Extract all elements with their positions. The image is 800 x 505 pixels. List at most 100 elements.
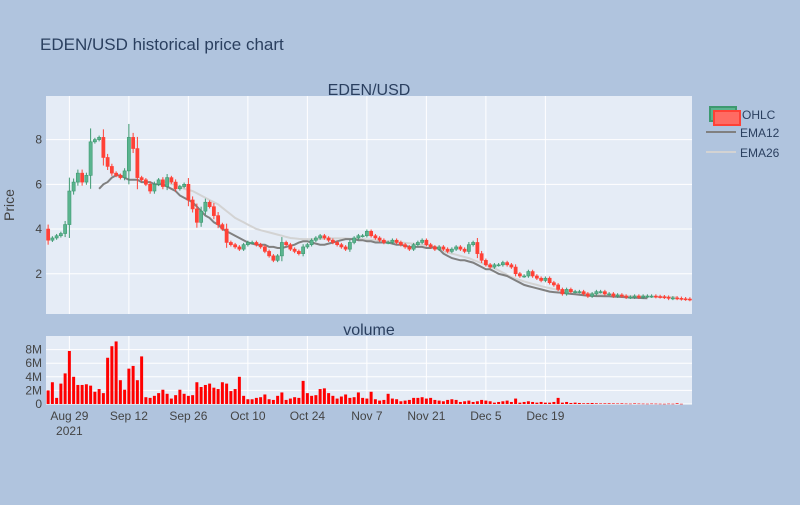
candle: [539, 276, 544, 283]
legend-item-ema26[interactable]: EMA26: [706, 146, 780, 160]
candle-body: [454, 246, 459, 250]
volume-bar: [89, 385, 93, 404]
candle: [80, 169, 85, 186]
candle: [573, 289, 578, 294]
candle: [190, 196, 195, 213]
candle: [666, 295, 671, 301]
candle: [594, 289, 599, 296]
volume-bar: [509, 401, 513, 404]
volume-bar: [654, 403, 658, 405]
candle-body: [662, 296, 667, 299]
candle-body: [394, 239, 399, 243]
candle: [173, 179, 178, 192]
volume-bar: [535, 402, 539, 404]
candle-body: [505, 262, 510, 266]
price-panel: 2 4 6 8: [35, 96, 692, 314]
legend-item-ohlc[interactable]: OHLC: [709, 106, 776, 126]
candle-body: [186, 184, 191, 201]
candle: [471, 240, 476, 247]
volume-bar: [497, 401, 501, 404]
candle-body: [318, 235, 323, 239]
price-subplot-title: EDEN/USD: [328, 82, 411, 99]
candle: [339, 242, 344, 249]
candle-body: [369, 230, 374, 237]
candle-body: [288, 244, 293, 250]
volume-bar: [216, 389, 220, 404]
volume-bar: [471, 401, 475, 404]
candlesticks: [46, 123, 692, 302]
candle: [152, 181, 157, 194]
candle-body: [67, 190, 72, 225]
volume-y-tick-label: 2M: [25, 383, 42, 397]
candle-body: [109, 166, 114, 174]
volume-bar: [339, 396, 343, 404]
candle-body: [403, 244, 408, 248]
volume-y-tick-label: 4M: [25, 370, 42, 384]
volume-bar: [518, 402, 522, 404]
legend-label-ema26: EMA26: [740, 146, 780, 160]
candle: [118, 173, 123, 180]
volume-bar: [165, 393, 169, 404]
volume-bar: [301, 380, 305, 404]
x-tick-label: Aug 29: [50, 409, 88, 423]
candle-body: [352, 237, 357, 243]
candle: [403, 242, 408, 249]
candle-body: [615, 294, 620, 297]
candle: [415, 240, 420, 247]
candle: [254, 240, 259, 247]
candle: [296, 249, 301, 256]
candle: [551, 280, 556, 287]
candle: [156, 178, 161, 187]
volume-bar: [365, 398, 369, 404]
candle-body: [143, 179, 148, 185]
candle-body: [88, 141, 93, 176]
candle: [407, 245, 412, 251]
volume-bar: [50, 382, 54, 404]
candle: [360, 233, 365, 238]
volume-bar: [344, 394, 348, 404]
legend-item-ema12[interactable]: EMA12: [706, 126, 780, 140]
candle-body: [573, 291, 578, 293]
volume-bar: [280, 392, 284, 404]
volume-bar: [611, 403, 615, 404]
candle-body: [335, 242, 340, 245]
candle-body: [590, 293, 595, 297]
candle-body: [556, 284, 561, 290]
candle: [335, 240, 340, 247]
volume-bar: [395, 399, 399, 404]
candle-body: [173, 181, 178, 190]
candle: [194, 203, 199, 228]
volume-bar: [331, 395, 335, 404]
candle-body: [445, 248, 450, 252]
candle: [517, 271, 522, 278]
candle: [352, 236, 357, 245]
candle-body: [679, 298, 684, 300]
candle-body: [462, 248, 467, 252]
candle: [84, 172, 89, 185]
volume-bar: [318, 389, 322, 404]
candle-body: [649, 295, 654, 298]
candle: [347, 239, 352, 252]
volume-bar: [208, 383, 212, 404]
candle-body: [437, 246, 442, 250]
candle: [505, 260, 510, 267]
candle: [611, 292, 616, 298]
candle: [135, 136, 140, 190]
ema12-layer: [98, 174, 648, 300]
candle-body: [139, 177, 144, 181]
candle: [313, 236, 318, 243]
x-tick-label: Sep 26: [169, 409, 207, 423]
legend[interactable]: OHLC EMA12 EMA26: [706, 106, 780, 160]
candle-body: [169, 177, 174, 183]
candle-body: [398, 242, 403, 245]
candle: [169, 175, 174, 184]
candle-body: [296, 251, 301, 254]
volume-bar: [46, 390, 50, 404]
candle-body: [190, 199, 195, 210]
candle-body: [488, 264, 493, 268]
candle-body: [360, 235, 365, 238]
volume-bar: [250, 399, 254, 404]
x-tick-label: Nov 7: [351, 409, 383, 423]
volume-bar: [450, 399, 454, 404]
